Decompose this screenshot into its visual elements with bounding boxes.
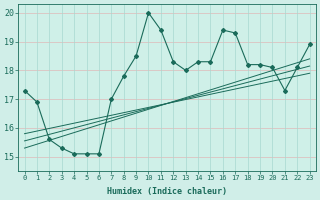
X-axis label: Humidex (Indice chaleur): Humidex (Indice chaleur) — [107, 187, 227, 196]
